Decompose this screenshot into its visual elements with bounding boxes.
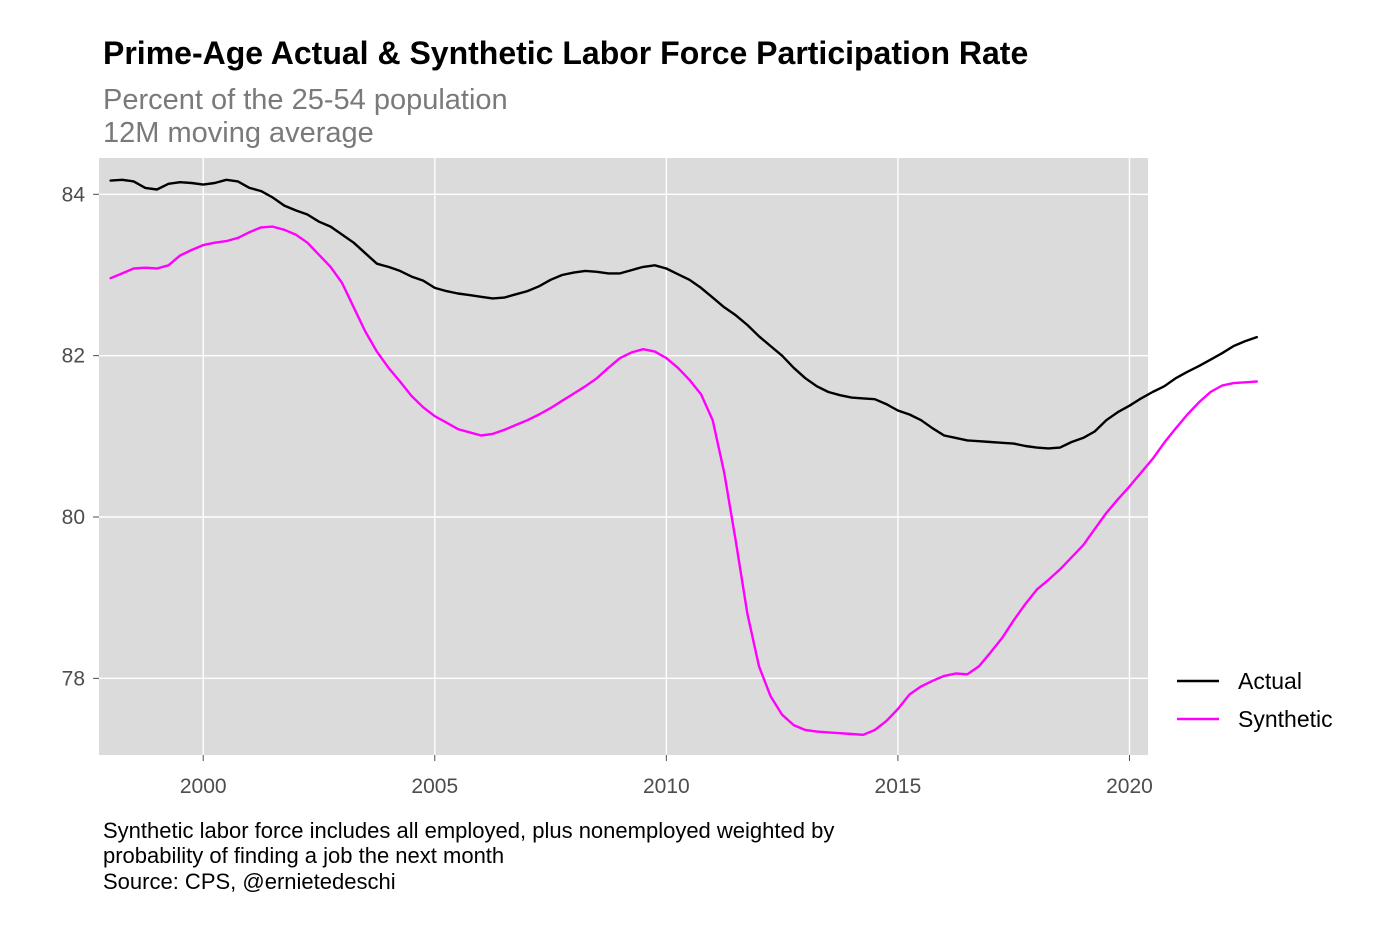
chart-subtitle-line-2: 12M moving average [103, 117, 374, 149]
legend-label-synthetic: Synthetic [1238, 706, 1333, 732]
y-tick-label: 82 [62, 345, 85, 368]
series-lines [109, 178, 1258, 736]
chart-title: Prime-Age Actual & Synthetic Labor Force… [103, 35, 1028, 71]
caption-line-1: Synthetic labor force includes all emplo… [103, 818, 834, 843]
plot-panel [99, 158, 1148, 755]
caption-source: Source: CPS, @ernietedeschi [103, 869, 396, 894]
y-tick-label: 84 [62, 183, 86, 206]
x-tick-label: 2005 [411, 775, 458, 798]
caption-line-2: probability of finding a job the next mo… [103, 843, 504, 868]
axis-labels: 2000 2005 2010 2015 2020 78 80 82 84 [62, 183, 1153, 798]
gridlines [99, 158, 1148, 755]
x-tick-label: 2015 [875, 775, 922, 798]
legend: Actual Synthetic [1177, 668, 1333, 732]
y-tick-label: 78 [62, 667, 85, 690]
series-line-actual [109, 178, 1258, 450]
x-tick-label: 2020 [1106, 775, 1153, 798]
legend-label-actual: Actual [1238, 668, 1302, 694]
series-line-synthetic [109, 225, 1258, 736]
y-tick-label: 80 [62, 506, 85, 529]
x-tick-label: 2000 [180, 775, 227, 798]
x-tick-label: 2010 [643, 775, 690, 798]
chart-subtitle-line-1: Percent of the 25-54 population [103, 84, 508, 116]
